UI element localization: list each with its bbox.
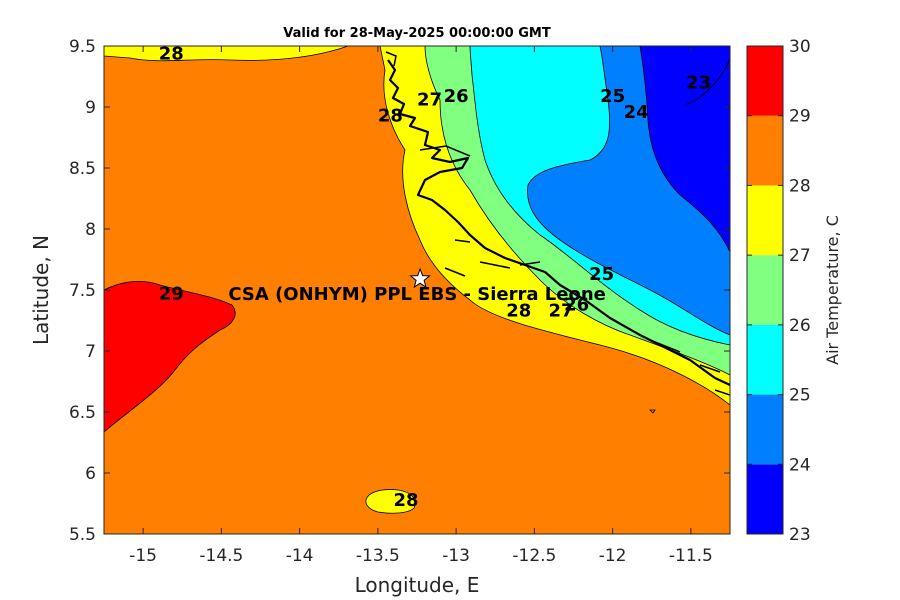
- colorbar-tick-label: 24: [789, 455, 811, 475]
- y-tick-label: 7: [85, 342, 96, 362]
- colorbar-tick-label: 29: [789, 107, 811, 127]
- y-tick-label: 6.5: [69, 403, 96, 423]
- colorbar-tick-label: 28: [789, 176, 811, 196]
- contour-label: 28: [394, 490, 419, 511]
- x-axis-label: Longitude, E: [355, 573, 480, 597]
- colorbar-tick-label: 25: [789, 386, 811, 406]
- contour-label: 29: [159, 284, 184, 305]
- x-tick-label: -13: [442, 546, 470, 566]
- coastline-detail: [385, 51, 730, 396]
- island-small: [649, 409, 656, 414]
- site-label: CSA (ONHYM) PPL EBS - Sierra Leone: [228, 284, 605, 305]
- x-tick-label: -14.5: [199, 546, 243, 566]
- contour-label: 28: [506, 301, 531, 322]
- axes: -15 -14.5 -14 -13.5 -13 -12.5 -12 -11.5 5.5 6 6.5 7…: [69, 37, 730, 566]
- site-star-marker: [409, 267, 431, 289]
- y-tick-label: 7.5: [69, 281, 96, 301]
- contour-label: 23: [686, 73, 711, 94]
- region-28-29-west: [104, 280, 236, 433]
- contour-label: 28: [378, 106, 403, 127]
- chart-title: Valid for 28-May-2025 00:00:00 GMT: [283, 26, 551, 41]
- region-27-28-south-patch: [365, 489, 416, 514]
- y-tick-label: 6: [85, 464, 96, 484]
- contour-23: [684, 57, 730, 106]
- x-tick-label: -14: [286, 546, 314, 566]
- y-tick-label: 8: [85, 220, 96, 240]
- x-tick-label: -15: [129, 546, 157, 566]
- y-tick-label: 9.5: [69, 37, 96, 57]
- contour-label: 27: [548, 301, 573, 322]
- contour-label: 24: [624, 102, 649, 123]
- annotations: CSA (ONHYM) PPL EBS - Sierra Leone: [228, 267, 606, 305]
- colorbar-segment: [747, 115, 783, 186]
- colorbar-label: Air Temperature, C: [823, 215, 842, 365]
- colorbar-segment: [747, 324, 783, 395]
- colorbar-tick-label: 23: [789, 525, 811, 545]
- colorbar-tick-label: 27: [789, 246, 811, 266]
- contour-label: 27: [417, 90, 442, 111]
- contour-label: 28: [159, 43, 184, 64]
- region-27-28-northwest: [104, 46, 349, 62]
- colorbar-segment: [747, 46, 783, 116]
- x-tick-label: -13.5: [356, 546, 400, 566]
- colorbar-segment: [747, 394, 783, 465]
- region-below-24: [639, 46, 730, 253]
- colorbar-tick-label: 30: [789, 37, 811, 57]
- y-axis-label: Latitude, N: [29, 235, 53, 345]
- colorbar-segment: [747, 255, 783, 325]
- colorbar-segment: [747, 464, 783, 534]
- plot-area: [104, 46, 730, 534]
- y-tick-label: 8.5: [69, 159, 96, 179]
- y-tick-label: 5.5: [69, 525, 96, 545]
- x-tick-label: -12.5: [512, 546, 556, 566]
- colorbar-frame: [746, 45, 784, 535]
- y-tick-label: 9: [85, 98, 96, 118]
- contour-label: 25: [589, 264, 614, 285]
- contour-label: 26: [564, 295, 589, 316]
- x-tick-label: -11.5: [669, 546, 713, 566]
- contour-label: 25: [600, 86, 625, 107]
- contour-label: 26: [444, 86, 469, 107]
- x-tick-label: -12: [599, 546, 627, 566]
- colorbar: 23 24 25 26 27 28 29 30: [746, 37, 811, 545]
- colorbar-tick-label: 26: [789, 316, 811, 336]
- coastline: [387, 59, 730, 386]
- colorbar-segment: [747, 185, 783, 256]
